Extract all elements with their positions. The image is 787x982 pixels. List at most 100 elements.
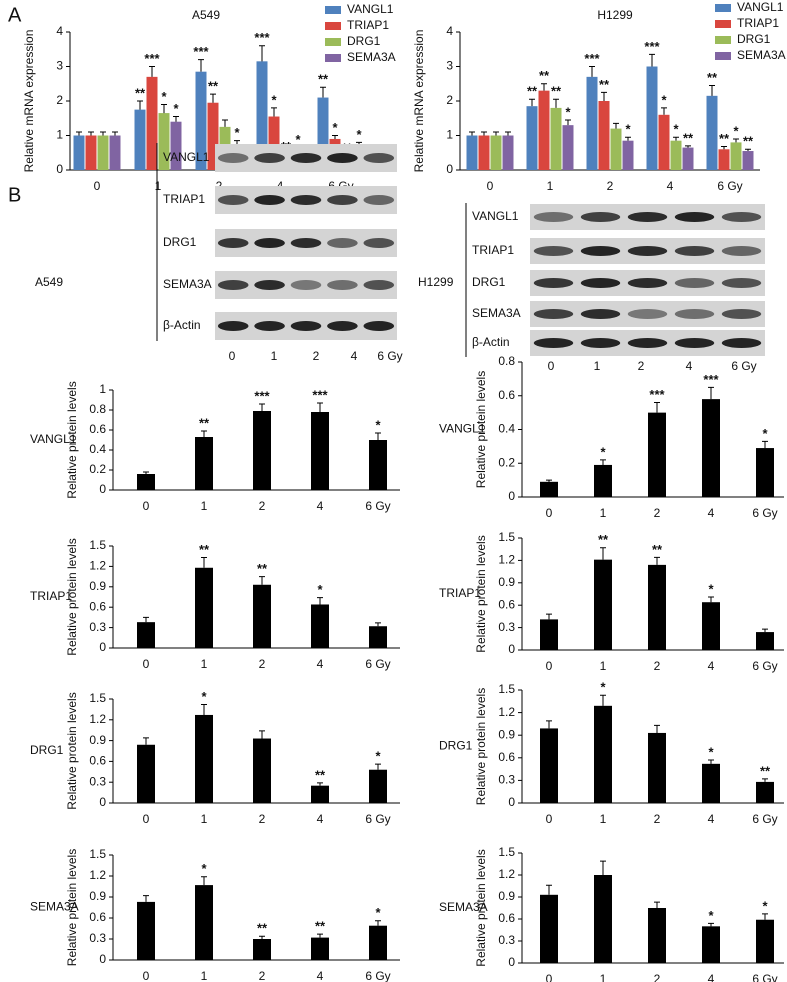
blot-band: [533, 212, 574, 222]
legend-label: SEMA3A: [347, 50, 396, 64]
significance-label: ***: [193, 44, 209, 59]
error-bar: [601, 91, 607, 101]
error-bar: [505, 131, 511, 136]
significance-label: ***: [144, 51, 160, 66]
significance-label: *: [762, 426, 768, 441]
error-bar: [375, 763, 381, 770]
x-tick-label: 4: [708, 812, 715, 826]
y-tick-label: 0.4: [89, 442, 106, 456]
blot-band: [254, 153, 285, 163]
error-bar: [222, 119, 228, 127]
y-tick-label: 0: [99, 482, 106, 496]
lane-label: 0: [548, 359, 555, 373]
legend-swatch: [325, 22, 341, 30]
bar: [317, 97, 329, 170]
error-bar: [317, 402, 323, 412]
x-tick-label: 2: [654, 506, 661, 520]
error-bar: [613, 122, 619, 129]
blot-band: [217, 280, 249, 290]
blot-band: [580, 338, 621, 348]
y-tick-label: 1.2: [89, 559, 106, 573]
error-bar: [149, 66, 155, 77]
error-bar: [259, 403, 265, 411]
lane-label: 6 Gy: [731, 359, 756, 373]
y-tick-label: 1.5: [498, 530, 515, 544]
y-tick-label: 0.9: [498, 889, 515, 903]
blot-band: [627, 309, 668, 319]
error-bar: [649, 53, 655, 67]
legend-swatch: [715, 52, 731, 60]
y-tick-label: 1: [99, 382, 106, 396]
x-tick-label: 0: [487, 179, 494, 193]
x-tick-label: 1: [600, 812, 607, 826]
legend-label: TRIAP1: [347, 18, 389, 32]
error-bar: [654, 901, 660, 908]
x-tick-label: 6 Gy: [752, 506, 777, 520]
x-tick-label: 1: [201, 969, 208, 982]
blot-band: [580, 278, 621, 288]
bar: [540, 481, 558, 497]
error-bar: [565, 119, 571, 126]
error-bar: [762, 440, 768, 449]
blot-band: [674, 246, 715, 256]
y-tick-label: 1.2: [498, 705, 515, 719]
bar: [658, 114, 670, 170]
error-bar: [745, 148, 751, 152]
bar: [598, 101, 610, 170]
legend-label: DRG1: [737, 32, 771, 46]
y-tick-label: 0.8: [89, 402, 106, 416]
legend-swatch: [325, 54, 341, 62]
x-tick-label: 6 Gy: [752, 812, 777, 826]
bar: [586, 76, 598, 170]
legend-label: TRIAP1: [737, 16, 779, 30]
bar: [648, 412, 666, 497]
significance-label: *: [565, 104, 571, 119]
error-bar: [317, 933, 323, 938]
y-axis-label: Relative protein levels: [65, 849, 79, 966]
error-bar: [654, 724, 660, 733]
legend-label: VANGL1: [737, 0, 784, 14]
y-tick-label: 4: [56, 24, 63, 38]
y-tick-label: 1.5: [498, 682, 515, 696]
y-axis-label: Relative mRNA expression: [412, 30, 426, 173]
bar: [73, 135, 85, 170]
x-tick-label: 4: [708, 972, 715, 982]
blot-band: [627, 212, 668, 222]
blot-band: [580, 309, 621, 319]
x-tick-label: 2: [654, 972, 661, 982]
y-tick-label: 2: [446, 93, 453, 107]
blot-band: [327, 280, 358, 290]
significance-label: **: [135, 85, 146, 100]
blot-band: [721, 246, 762, 256]
bar: [311, 412, 329, 490]
bar: [466, 135, 478, 170]
bar: [134, 109, 146, 170]
x-tick-label: 0: [94, 179, 101, 193]
y-axis-label: Relative protein levels: [474, 849, 488, 966]
bar: [756, 919, 774, 963]
x-tick-label: 4: [317, 657, 324, 671]
significance-label: **: [599, 77, 610, 92]
bar: [369, 440, 387, 490]
x-tick-label: 2: [654, 659, 661, 673]
x-tick-label: 4: [317, 812, 324, 826]
y-axis-label: Relative mRNA expression: [22, 30, 36, 173]
bar: [562, 125, 574, 170]
bar: [137, 622, 155, 648]
significance-label: **: [318, 72, 329, 87]
error-bar: [600, 694, 606, 706]
y-axis-label: Relative protein levels: [65, 692, 79, 809]
y-tick-label: 1: [446, 128, 453, 142]
blot-band: [721, 309, 762, 319]
x-tick-label: 2: [654, 812, 661, 826]
legend-label: VANGL1: [347, 2, 394, 16]
error-bar: [546, 479, 552, 482]
significance-label: *: [733, 123, 739, 138]
row-label: DRG1: [30, 743, 64, 757]
cell-line-label: A549: [35, 275, 63, 289]
blot-band: [217, 195, 249, 205]
y-tick-label: 0.6: [498, 597, 515, 611]
significance-label: *: [708, 908, 714, 923]
significance-label: **: [208, 79, 219, 94]
blot-row-label: β-Actin: [163, 318, 201, 332]
